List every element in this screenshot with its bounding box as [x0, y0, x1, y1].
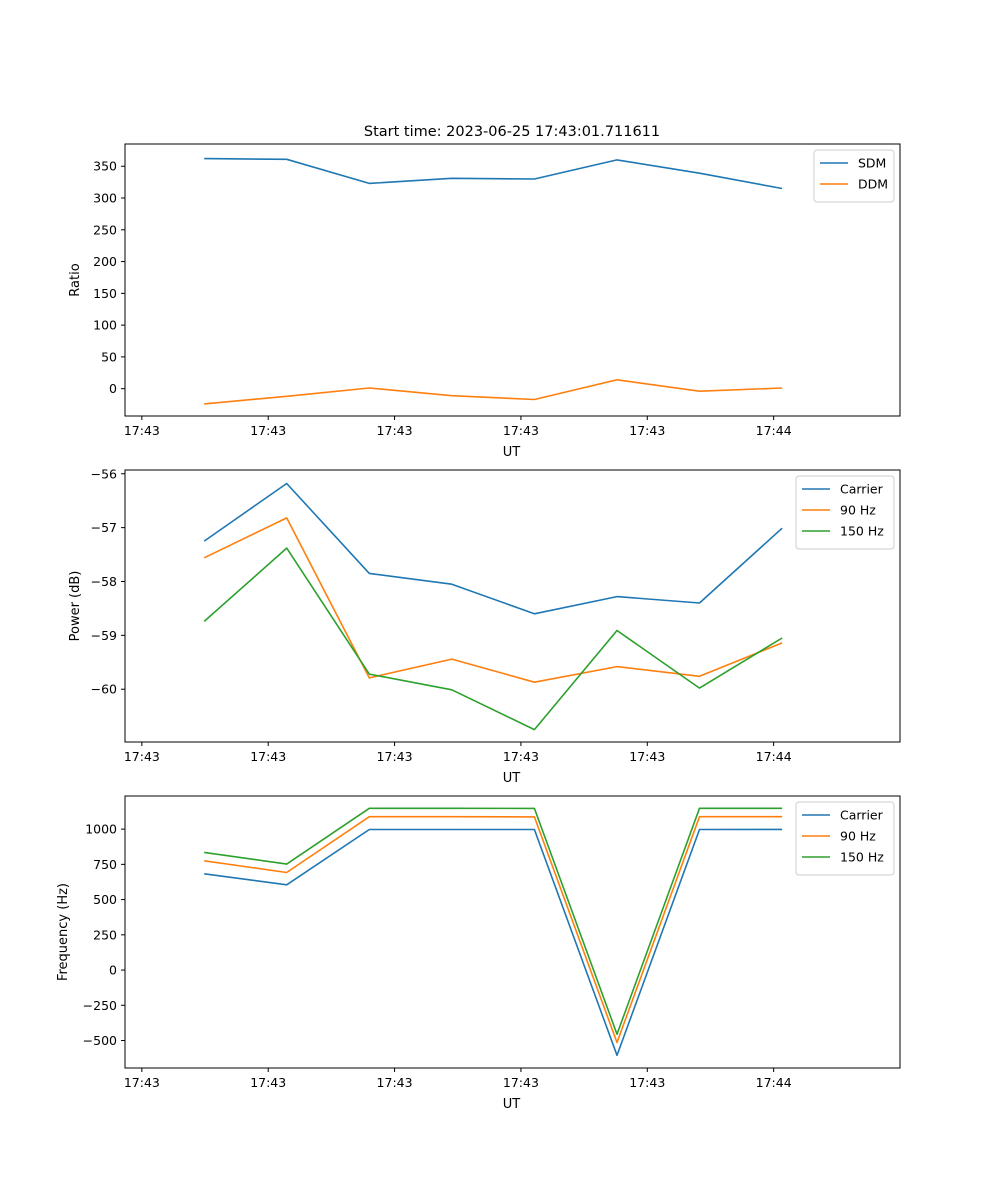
x-tick-label: 17:43 [629, 749, 665, 764]
y-tick-label: 0 [109, 381, 117, 396]
x-tick-label: 17:44 [756, 423, 792, 438]
legend: Carrier 90 Hz 150 Hz [795, 801, 895, 876]
x-tick-label: 17:43 [377, 423, 413, 438]
chart-panel-2: 17:43 17:43 17:43 17:43 17:43 17:44 UT −60 −59 −5… [68, 466, 901, 786]
y-tick-label: −58 [91, 574, 117, 589]
y-tick-label: −250 [83, 998, 117, 1013]
legend-entry: 150 Hz [840, 850, 884, 865]
x-tick-label: 17:44 [756, 1075, 792, 1090]
y-tick-label: 100 [93, 318, 117, 333]
y-tick-label: −59 [91, 628, 117, 643]
chart-panel-3: 17:43 17:43 17:43 17:43 17:43 17:44 UT −500 −250… [56, 795, 901, 1112]
y-tick-label: 300 [93, 191, 117, 206]
y-axis: −60 −59 −58 −57 −56 [91, 466, 125, 697]
y-tick-label: −500 [83, 1033, 117, 1048]
series-line-150-hz [203, 547, 783, 731]
x-tick-label: 17:43 [503, 749, 539, 764]
x-axis: 17:43 17:43 17:43 17:43 17:43 17:44 [124, 1068, 792, 1090]
y-tick-label: 1000 [85, 822, 117, 837]
series-line-carrier [204, 828, 783, 1057]
legend-entry: Carrier [840, 808, 884, 823]
series-line-90-hz [203, 517, 783, 684]
x-axis-label: UT [503, 1097, 521, 1112]
x-axis-label: UT [503, 445, 521, 460]
legend: SDM DDM [813, 149, 895, 203]
x-tick-label: 17:43 [503, 423, 539, 438]
x-tick-label: 17:43 [124, 423, 160, 438]
y-tick-label: 150 [93, 286, 117, 301]
x-tick-label: 17:43 [377, 749, 413, 764]
y-tick-label: 750 [93, 857, 117, 872]
y-tick-label: 0 [109, 963, 117, 978]
y-tick-label: 50 [101, 349, 117, 364]
series-line-ddm [204, 378, 783, 405]
y-axis-label: Power (dB) [68, 571, 83, 642]
x-tick-label: 17:43 [629, 1075, 665, 1090]
x-axis-label: UT [503, 771, 521, 786]
legend-entry: Carrier [840, 482, 884, 497]
plot-area [203, 482, 783, 731]
x-tick-label: 17:43 [124, 749, 160, 764]
chart-panel-1: 17:43 17:43 17:43 17:43 17:43 17:44 UT 0 50 100 15… [68, 143, 901, 460]
legend: Carrier 90 Hz 150 Hz [795, 475, 895, 550]
x-tick-label: 17:43 [377, 1075, 413, 1090]
series-line-150-hz [204, 807, 783, 1035]
x-tick-label: 17:43 [629, 423, 665, 438]
x-axis: 17:43 17:43 17:43 17:43 17:43 17:44 [124, 416, 792, 438]
plot-area [204, 157, 783, 405]
y-tick-label: 250 [93, 927, 117, 942]
y-tick-label: 200 [93, 254, 117, 269]
series-line-carrier [203, 482, 783, 615]
y-axis: −500 −250 0 250 500 750 1000 [83, 822, 125, 1048]
y-tick-label: 500 [93, 892, 117, 907]
x-tick-label: 17:44 [756, 749, 792, 764]
axes-frame [124, 795, 901, 1069]
x-tick-label: 17:43 [124, 1075, 160, 1090]
series-line-sdm [204, 157, 783, 190]
legend-entry: 90 Hz [840, 829, 876, 844]
x-tick-label: 17:43 [503, 1075, 539, 1090]
y-tick-label: −56 [91, 466, 117, 481]
y-tick-label: 250 [93, 222, 117, 237]
legend-entry: 150 Hz [840, 524, 884, 539]
legend-entry: DDM [858, 177, 888, 192]
axes-frame [124, 143, 901, 417]
series-line-90-hz [204, 815, 783, 1044]
plot-area [204, 807, 783, 1057]
axes-frame [124, 469, 901, 743]
y-axis-label: Ratio [68, 263, 83, 296]
y-tick-label: −57 [91, 520, 117, 535]
panels: 17:43 17:43 17:43 17:43 17:43 17:44 UT 0 50 100 15… [56, 143, 901, 1112]
x-tick-label: 17:43 [250, 749, 286, 764]
y-tick-label: 350 [93, 159, 117, 174]
y-axis: 0 50 100 150 200 250 300 350 [93, 159, 125, 396]
legend-entry: 90 Hz [840, 503, 876, 518]
y-tick-label: −60 [91, 682, 117, 697]
legend-entry: SDM [858, 156, 886, 171]
figure-title: Start time: 2023-06-25 17:43:01.711611 [364, 124, 660, 140]
y-axis-label: Frequency (Hz) [56, 883, 71, 981]
x-tick-label: 17:43 [250, 423, 286, 438]
x-tick-label: 17:43 [250, 1075, 286, 1090]
x-axis: 17:43 17:43 17:43 17:43 17:43 17:44 [124, 742, 792, 764]
